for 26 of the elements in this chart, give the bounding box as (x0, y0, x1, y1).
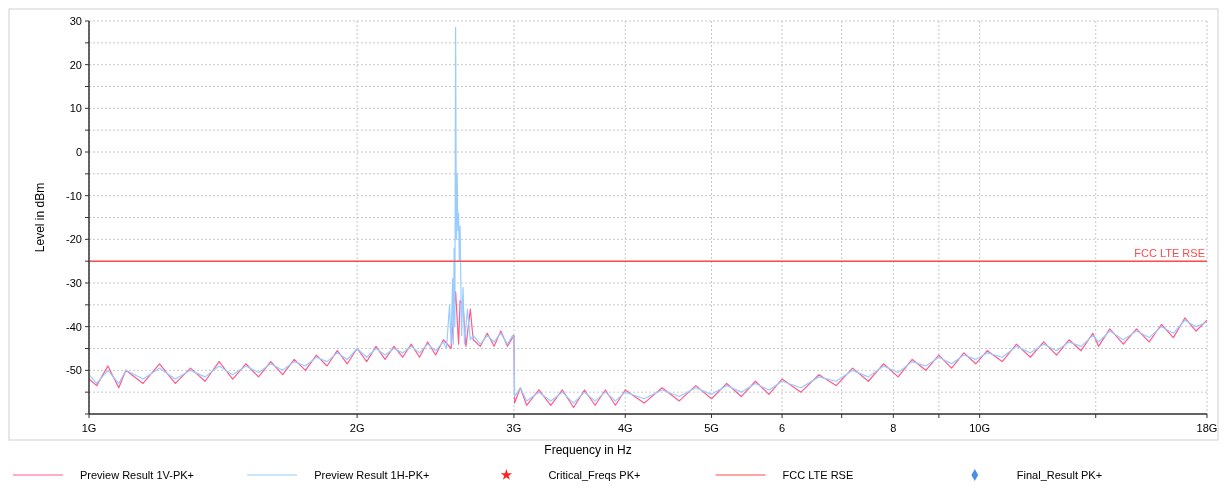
x-tick-label: 2G (349, 422, 365, 434)
x-tick-label: 5G (704, 422, 719, 434)
y-tick-label: -30 (66, 276, 82, 289)
y-tick-label: 30 (69, 14, 82, 27)
legend-label: Preview Result 1H-PK+ (314, 469, 430, 481)
y-tick-label: -20 (66, 233, 82, 246)
y-tick-label: -40 (66, 320, 82, 333)
text: FCC LTE RSE (782, 469, 854, 481)
y-tick-label: 20 (69, 58, 82, 71)
y-tick-label: 0 (75, 145, 82, 158)
x-tick-label: 1G (81, 422, 97, 434)
y-tick-label: -10 (66, 189, 82, 202)
x-tick-label: 6 (778, 422, 786, 434)
ref-line-label: FCC LTE RSE (1134, 247, 1205, 260)
x-tick-label: 18G (1196, 422, 1218, 434)
x-tick-label: 3G (506, 422, 522, 434)
text: Critical_Freqs PK+ (548, 469, 641, 481)
x-tick-label: 10G (969, 422, 991, 434)
y-tick-label: 10 (69, 102, 82, 115)
x-tick-label: 8 (890, 422, 897, 434)
x-axis-title: Frequency in Hz (544, 443, 632, 457)
legend-label: Preview Result 1V-PK+ (80, 469, 195, 481)
y-tick-label: -50 (66, 364, 82, 377)
x-tick-label: 4G (617, 422, 633, 434)
text: Final_Result PK+ (1016, 469, 1103, 481)
y-axis-title: Level in dBm (33, 182, 47, 253)
